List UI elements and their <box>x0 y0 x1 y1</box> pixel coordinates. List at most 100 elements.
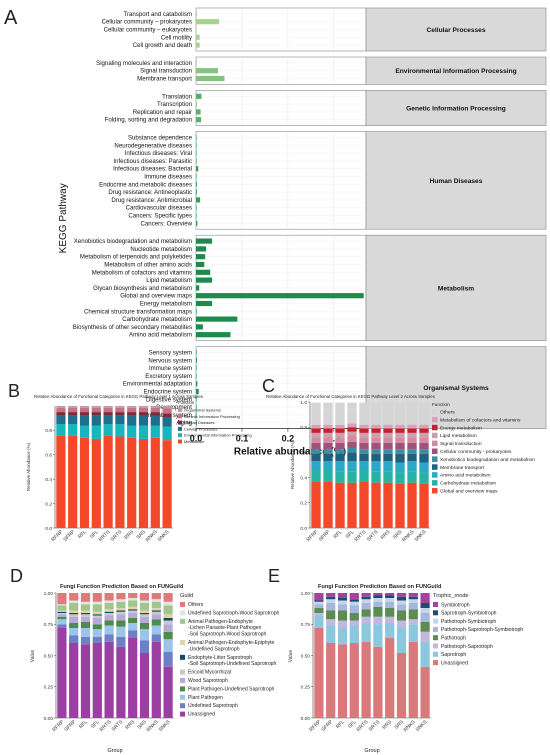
b-bar-segment <box>162 416 172 427</box>
b-bar-segment <box>91 415 101 426</box>
b-bar-segment <box>68 406 78 408</box>
e-bar-segment <box>337 600 348 605</box>
b-bar-segment <box>115 406 125 408</box>
d-bar-segment <box>69 635 79 643</box>
b-bar-segment <box>127 406 137 408</box>
d-x-tick-label: SFRP <box>63 719 77 733</box>
bar <box>196 332 231 338</box>
b-x-tick-label: SRTS <box>110 529 124 543</box>
d-bar-segment <box>151 625 161 635</box>
c-bar-segment <box>311 442 321 450</box>
bar <box>196 134 197 141</box>
bar <box>196 285 200 291</box>
e-bar-segment <box>396 653 407 718</box>
e-bar-segment <box>385 638 395 718</box>
d-bar-segment <box>80 644 91 718</box>
pathway-label: Infectious diseases: Parasitic <box>113 158 192 165</box>
pathway-label: Aging <box>176 420 192 427</box>
bar <box>196 238 213 244</box>
c-bar-segment <box>359 432 369 438</box>
e-bar-segment <box>408 593 418 597</box>
d-bar-segment <box>128 638 138 718</box>
e-bar-segment <box>420 608 430 613</box>
legend-label-b: Environmental Information Processing <box>184 433 252 438</box>
legend-swatch-b <box>178 439 182 444</box>
pathway-label: Nervous system <box>148 357 192 364</box>
bar <box>196 142 197 148</box>
e-bar-segment <box>385 616 395 623</box>
c-bar-segment <box>359 437 369 443</box>
d-bar-segment <box>92 615 102 618</box>
legend-label-c: Signal transduction <box>440 441 482 447</box>
pathway-label: Cell motility <box>161 34 193 41</box>
pathway-label: Sensory system <box>149 350 192 357</box>
d-bar-segment <box>92 601 102 605</box>
c-bar-segment <box>407 432 417 438</box>
c-bar-segment <box>323 424 333 429</box>
e-bar-segment <box>408 609 418 620</box>
facet-strip-label: Organismal Systems <box>423 385 489 392</box>
d-bar-segment <box>116 614 126 621</box>
legend-swatch-c <box>432 416 438 423</box>
c-bar-segment <box>383 402 393 425</box>
legend-label-d-line: Wood Saprotroph <box>188 678 228 684</box>
pathway-label: Drug resistance: Antimicrobial <box>111 197 192 204</box>
d-bar-segment <box>80 610 91 613</box>
panel-letter-e: E <box>268 566 280 586</box>
bar <box>196 158 197 164</box>
c-bar-segment <box>371 424 381 429</box>
d-bar-segment <box>80 604 91 611</box>
d-x-tick-label: RRS <box>124 719 136 731</box>
e-bar-segment <box>349 601 359 606</box>
legend-label-e: Saprotroph <box>441 652 466 658</box>
c-bar-segment <box>419 402 429 425</box>
y-axis-title: KEGG Pathway <box>58 183 69 253</box>
e-bar-segment <box>349 605 359 613</box>
d-bar-segment <box>80 601 91 605</box>
pathway-label: Immune system <box>149 365 192 372</box>
d-bar-segment <box>57 628 67 718</box>
legend-swatch-d <box>180 678 185 683</box>
legend-label-d: Undefined Saprotroph-Wood Saprotroph <box>188 610 280 616</box>
e-x-tick-label: SRS <box>393 719 405 731</box>
b-x-tick-label: RRTS <box>98 529 112 543</box>
b-bar-segment <box>127 437 137 528</box>
legend-swatch-d <box>180 610 185 616</box>
e-y-tick-label: 0.75 <box>301 622 311 628</box>
b-bar-segment <box>150 407 160 413</box>
bar <box>196 181 197 187</box>
legend-label-d-line: Ericoid Mycorrhizal <box>188 670 231 676</box>
e-bar-segment <box>408 599 418 603</box>
x-tick-label: 0.2 <box>282 434 295 444</box>
c-bar-segment <box>395 449 405 454</box>
bar <box>196 357 197 363</box>
d-bar-segment <box>92 593 102 602</box>
e-bar-segment <box>326 599 336 603</box>
facet-strip-label: Genetic Information Processing <box>406 106 506 113</box>
b-bar-segment <box>162 406 172 409</box>
legend-label-d: Endophyte-Litter Saprotroph -Soil Saprotr… <box>188 655 277 667</box>
d-bar-segment <box>116 608 126 611</box>
x-axis-title: Relative abundance (%) <box>234 447 346 458</box>
c-bar-segment <box>311 453 321 462</box>
c-bar-segment <box>407 449 417 454</box>
d-bar-segment <box>116 599 126 602</box>
pathway-label: Nucleotide metabolism <box>130 246 192 253</box>
legend-label-c: Others <box>440 410 455 416</box>
c-bar-segment <box>383 453 393 462</box>
e-bar-segment <box>361 599 371 603</box>
c-bar-segment <box>335 442 345 450</box>
pathway-label: Glycan biosynthesis and metabolism <box>93 285 192 292</box>
e-bar-segment <box>361 609 371 617</box>
c-bar-segment <box>395 453 405 463</box>
c-bar-segment <box>347 482 357 528</box>
pathway-label: Membrane transport <box>137 76 192 83</box>
e-y-tick-label: 0.25 <box>301 685 311 691</box>
e-bar-segment <box>373 601 383 607</box>
c-x-tick-label: SFRP <box>318 529 332 543</box>
d-bar-segment <box>139 640 150 653</box>
legend-label-b: Metabolism <box>184 439 205 444</box>
legend-label-d-line: Plant Pathogen <box>188 695 223 701</box>
d-bar-segment <box>104 615 114 621</box>
d-bar-segment <box>80 621 91 628</box>
